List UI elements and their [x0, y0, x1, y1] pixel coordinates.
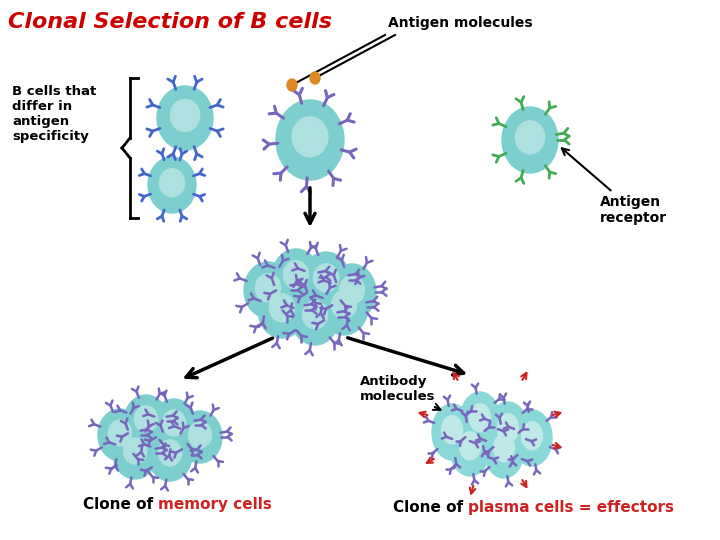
Ellipse shape [432, 404, 472, 460]
Ellipse shape [469, 404, 490, 432]
Ellipse shape [269, 294, 294, 322]
Text: Clone of: Clone of [83, 497, 158, 512]
Ellipse shape [123, 438, 147, 464]
Ellipse shape [339, 276, 364, 304]
Ellipse shape [498, 414, 518, 442]
Ellipse shape [148, 429, 192, 481]
Ellipse shape [135, 406, 158, 432]
Text: Clone of: Clone of [392, 500, 468, 515]
Ellipse shape [302, 252, 350, 308]
Ellipse shape [488, 402, 528, 458]
Ellipse shape [516, 121, 545, 154]
Ellipse shape [459, 432, 480, 460]
Ellipse shape [272, 249, 320, 305]
Text: memory cells: memory cells [158, 497, 272, 512]
Text: Antigen molecules: Antigen molecules [388, 16, 533, 30]
Ellipse shape [98, 409, 142, 461]
Ellipse shape [310, 72, 320, 84]
Ellipse shape [157, 86, 213, 150]
Ellipse shape [171, 99, 199, 131]
Ellipse shape [460, 392, 500, 448]
Ellipse shape [292, 117, 328, 157]
Ellipse shape [109, 420, 132, 446]
Ellipse shape [284, 261, 309, 289]
Ellipse shape [441, 416, 462, 444]
Ellipse shape [158, 440, 181, 466]
Ellipse shape [484, 422, 524, 478]
Text: Antigen
receptor: Antigen receptor [562, 148, 667, 225]
Ellipse shape [148, 157, 196, 213]
Text: plasma cells = effectors: plasma cells = effectors [468, 500, 674, 515]
Ellipse shape [450, 420, 490, 476]
Ellipse shape [178, 411, 222, 463]
Ellipse shape [493, 434, 515, 462]
Ellipse shape [256, 274, 281, 302]
Ellipse shape [302, 301, 328, 329]
Text: B cells that
differ in
antigen
specificity: B cells that differ in antigen specifici… [12, 85, 96, 143]
Ellipse shape [287, 79, 297, 91]
Ellipse shape [276, 100, 344, 180]
Ellipse shape [521, 422, 542, 450]
Ellipse shape [320, 279, 368, 335]
Ellipse shape [189, 422, 212, 448]
Text: Antibody
molecules: Antibody molecules [360, 375, 441, 410]
Ellipse shape [291, 289, 339, 345]
Ellipse shape [244, 262, 292, 318]
Ellipse shape [163, 410, 186, 436]
Ellipse shape [113, 427, 157, 479]
Ellipse shape [258, 282, 306, 338]
Ellipse shape [313, 264, 338, 292]
Ellipse shape [502, 107, 558, 173]
Ellipse shape [328, 264, 376, 320]
Ellipse shape [512, 410, 552, 466]
Ellipse shape [124, 395, 168, 447]
Ellipse shape [152, 399, 196, 451]
Text: Clonal Selection of B cells: Clonal Selection of B cells [8, 12, 332, 32]
Ellipse shape [159, 169, 184, 197]
Ellipse shape [331, 291, 356, 319]
